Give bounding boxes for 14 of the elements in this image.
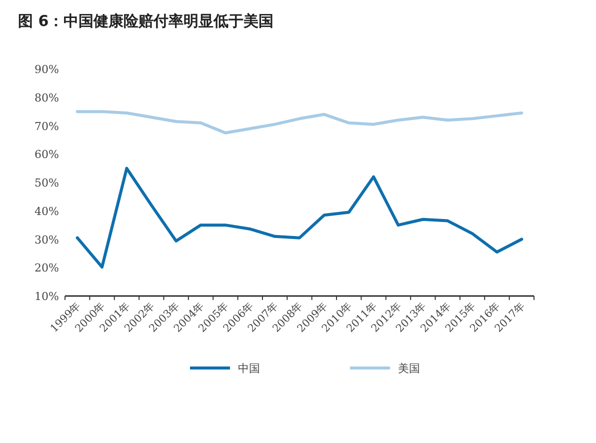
y-tick-label: 80% [34,91,59,104]
line-series [76,166,524,269]
y-tick-label: 90% [34,63,59,76]
y-tick-label: 40% [34,204,59,218]
line-series [76,110,524,134]
legend-label: 中国 [238,362,260,375]
y-tick-label: 60% [34,148,59,162]
chart-title: 图 6：中国健康险赔付率明显低于美国 [18,12,274,30]
legend-label: 美国 [398,362,420,375]
y-tick-label: 50% [34,176,59,190]
y-tick-label: 30% [34,233,59,246]
y-tick-label: 10% [34,290,59,303]
y-tick-label: 20% [34,262,59,275]
y-tick-label: 70% [34,120,59,133]
